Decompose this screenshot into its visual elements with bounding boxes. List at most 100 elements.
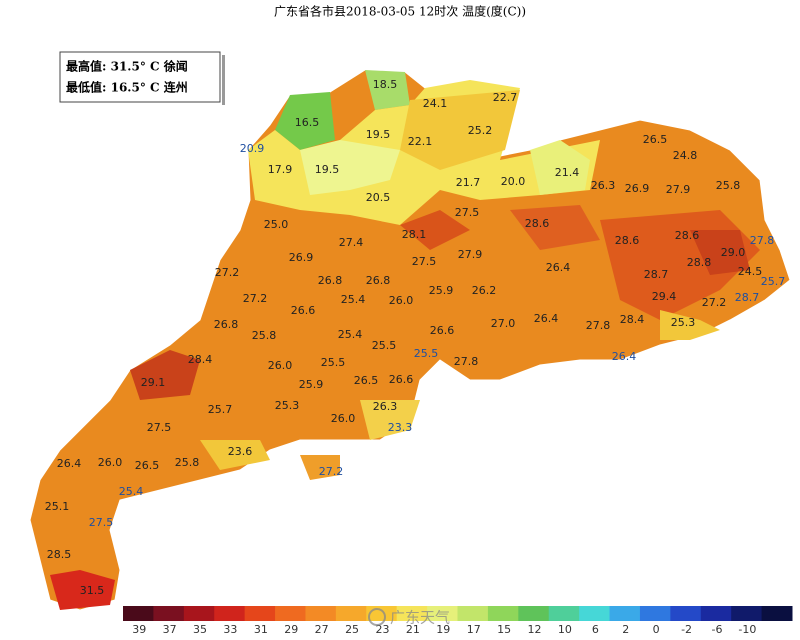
station-label: 27.9 bbox=[458, 248, 483, 261]
station-label: 26.4 bbox=[546, 261, 571, 274]
legend-tick-label: 31 bbox=[254, 623, 268, 636]
legend-swatch bbox=[761, 606, 793, 621]
station-label: 26.4 bbox=[57, 457, 82, 470]
station-label: 26.4 bbox=[534, 312, 559, 325]
station-label: 27.8 bbox=[586, 319, 611, 332]
station-label: 28.4 bbox=[188, 353, 213, 366]
station-label: 27.4 bbox=[339, 236, 364, 249]
legend-swatch bbox=[123, 606, 154, 621]
station-label: 21.7 bbox=[456, 176, 481, 189]
legend-swatch bbox=[396, 606, 428, 621]
station-label: 29.4 bbox=[652, 290, 677, 303]
station-label: 26.8 bbox=[366, 274, 391, 287]
station-label: 26.5 bbox=[135, 459, 160, 472]
station-label: 26.5 bbox=[354, 374, 379, 387]
station-label: 27.2 bbox=[243, 292, 268, 305]
station-label: 23.3 bbox=[388, 421, 413, 434]
station-label: 28.7 bbox=[735, 291, 760, 304]
station-label: 25.3 bbox=[275, 399, 300, 412]
station-label: 22.1 bbox=[408, 135, 433, 148]
station-label: 25.5 bbox=[321, 356, 346, 369]
legend-swatch bbox=[214, 606, 246, 621]
legend-swatch bbox=[609, 606, 641, 621]
station-label: 27.5 bbox=[147, 421, 172, 434]
legend-tick-label: -10 bbox=[738, 623, 756, 636]
watermark-text: 广东天气 bbox=[390, 609, 450, 627]
watermark: 广东天气 bbox=[368, 608, 450, 627]
station-label: 28.6 bbox=[615, 234, 640, 247]
station-label: 25.8 bbox=[716, 179, 741, 192]
legend-swatch bbox=[579, 606, 611, 621]
station-label: 25.9 bbox=[429, 284, 454, 297]
legend-swatch bbox=[518, 606, 550, 621]
station-label: 26.6 bbox=[389, 373, 414, 386]
info-box-frame bbox=[59, 51, 221, 103]
legend-tick-label: 19 bbox=[436, 623, 450, 636]
legend-tick-label: 39 bbox=[132, 623, 146, 636]
info-box: 最高值: 31.5° C 徐闻 最低值: 16.5° C 连州 bbox=[59, 51, 225, 105]
station-label: 25.4 bbox=[341, 293, 366, 306]
station-label: 27.2 bbox=[319, 465, 344, 478]
legend-swatch bbox=[487, 606, 519, 621]
station-label: 25.4 bbox=[338, 328, 363, 341]
station-label: 27.2 bbox=[702, 296, 727, 309]
station-label: 26.6 bbox=[291, 304, 316, 317]
legend-tick-label: 21 bbox=[406, 623, 420, 636]
legend-swatch bbox=[335, 606, 367, 621]
station-label: 29.1 bbox=[141, 376, 166, 389]
station-label: 25.0 bbox=[264, 218, 289, 231]
legend-tick-label: 27 bbox=[315, 623, 329, 636]
station-label: 24.5 bbox=[738, 265, 763, 278]
station-label: 28.8 bbox=[687, 256, 712, 269]
station-label: 27.8 bbox=[750, 234, 775, 247]
legend-tick-label: 29 bbox=[284, 623, 298, 636]
station-label: 25.9 bbox=[299, 378, 324, 391]
legend-swatch bbox=[700, 606, 732, 621]
legend-tick-label: -6 bbox=[711, 623, 722, 636]
max-info: 最高值: 31.5° C 徐闻 bbox=[66, 59, 188, 74]
station-label: 26.0 bbox=[331, 412, 356, 425]
station-label: 26.3 bbox=[373, 400, 398, 413]
legend-swatch bbox=[244, 606, 276, 621]
legend-swatch bbox=[275, 606, 306, 621]
station-label: 28.6 bbox=[675, 229, 700, 242]
station-label: 18.5 bbox=[373, 78, 398, 91]
station-label: 25.4 bbox=[119, 485, 144, 498]
station-label: 25.5 bbox=[372, 339, 397, 352]
info-box-shadow bbox=[222, 55, 225, 105]
station-label: 26.2 bbox=[472, 284, 497, 297]
legend-swatch bbox=[153, 606, 185, 621]
legend: 39 37 35 33 31 29 27 25 23 21 19 17 15 12 10 6 2 0 -2 -6 -10 bbox=[123, 606, 793, 636]
legend-tick-label: -2 bbox=[681, 623, 692, 636]
station-label: 29.0 bbox=[721, 246, 746, 259]
station-label: 27.2 bbox=[215, 266, 240, 279]
station-label: 26.0 bbox=[98, 456, 123, 469]
station-label: 28.4 bbox=[620, 313, 645, 326]
station-label: 26.5 bbox=[643, 133, 668, 146]
station-label: 23.6 bbox=[228, 445, 253, 458]
station-labels: 18.5 24.1 22.7 16.5 19.5 25.2 20.9 22.1 26.5 24.8… bbox=[45, 78, 786, 597]
station-label: 26.6 bbox=[430, 324, 455, 337]
legend-swatch bbox=[427, 606, 458, 621]
station-label: 28.5 bbox=[47, 548, 72, 561]
legend-tick-label: 35 bbox=[193, 623, 207, 636]
legend-tick-label: 37 bbox=[163, 623, 177, 636]
station-label: 25.5 bbox=[414, 347, 439, 360]
station-label: 25.3 bbox=[671, 316, 696, 329]
legend-tick-label: 12 bbox=[528, 623, 542, 636]
legend-swatch bbox=[548, 606, 580, 621]
station-label: 27.5 bbox=[412, 255, 437, 268]
station-label: 28.6 bbox=[525, 217, 550, 230]
station-label: 27.5 bbox=[89, 516, 114, 529]
min-info: 最低值: 16.5° C 连州 bbox=[66, 80, 188, 95]
legend-swatch bbox=[731, 606, 763, 621]
station-label: 21.4 bbox=[555, 166, 580, 179]
station-label: 16.5 bbox=[295, 116, 320, 129]
station-label: 26.8 bbox=[214, 318, 239, 331]
station-label: 26.9 bbox=[289, 251, 314, 264]
station-label: 27.8 bbox=[454, 355, 479, 368]
station-label: 20.9 bbox=[240, 142, 265, 155]
station-label: 17.9 bbox=[268, 163, 293, 176]
station-label: 25.7 bbox=[761, 275, 786, 288]
